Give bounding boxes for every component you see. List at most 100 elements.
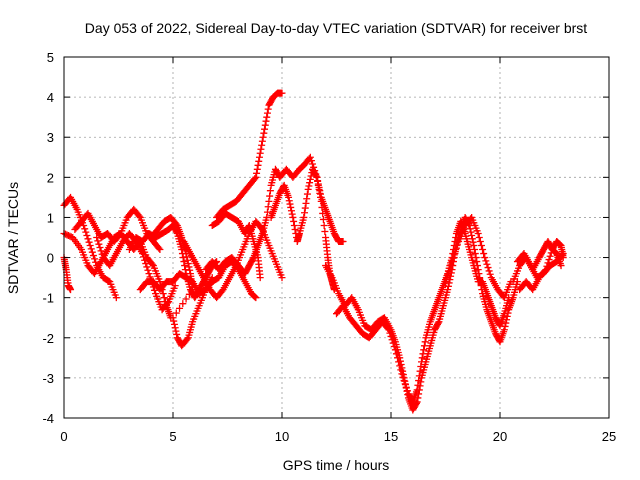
- data-point: [96, 244, 104, 252]
- data-point: [434, 319, 442, 327]
- data-point: [255, 153, 263, 161]
- data-point: [418, 358, 426, 366]
- data-point: [300, 213, 308, 221]
- data-point: [306, 179, 314, 187]
- data-point: [67, 286, 75, 294]
- data-point: [316, 189, 324, 197]
- data-point: [306, 153, 314, 161]
- data-point: [278, 274, 286, 282]
- y-tick-label: -4: [42, 411, 54, 426]
- data-point: [542, 266, 550, 274]
- data-point: [156, 278, 164, 286]
- data-point: [261, 125, 269, 133]
- y-tick-label: 3: [47, 130, 54, 145]
- data-point: [318, 203, 326, 211]
- data-point: [140, 253, 148, 261]
- data-point: [500, 326, 508, 334]
- data-point: [184, 260, 192, 268]
- data-point: [449, 254, 457, 262]
- data-point: [470, 242, 478, 250]
- data-point: [289, 213, 297, 221]
- data-point: [160, 294, 168, 302]
- data-point: [559, 254, 567, 262]
- data-point: [313, 173, 321, 181]
- data-point: [394, 354, 402, 362]
- data-point: [257, 145, 265, 153]
- x-axis-label: GPS time / hours: [283, 457, 390, 473]
- y-tick-label: 2: [47, 170, 54, 185]
- data-point: [169, 314, 177, 322]
- data-point: [251, 175, 259, 183]
- data-point: [314, 177, 322, 185]
- data-point: [253, 169, 261, 177]
- data-point: [485, 267, 493, 275]
- data-point: [452, 244, 460, 252]
- data-point: [291, 225, 299, 233]
- data-point: [266, 187, 274, 195]
- plot-border: [63, 56, 610, 419]
- data-point: [314, 181, 322, 189]
- data-point: [208, 274, 216, 282]
- data-point: [180, 258, 188, 266]
- data-point: [145, 270, 153, 278]
- series-prn-s: [516, 238, 567, 294]
- data-point: [245, 223, 253, 231]
- data-point: [476, 238, 484, 246]
- data-point: [339, 238, 347, 246]
- data-point: [400, 377, 408, 385]
- data-point: [264, 203, 272, 211]
- data-point: [320, 221, 328, 229]
- data-point: [258, 141, 266, 149]
- data-point: [477, 242, 485, 250]
- data-point: [287, 207, 295, 215]
- data-point: [181, 266, 189, 274]
- x-tick-label: 15: [384, 429, 398, 444]
- data-point: [402, 383, 410, 391]
- data-point: [253, 165, 261, 173]
- data-point: [82, 228, 90, 236]
- data-point: [170, 317, 178, 325]
- data-point: [164, 299, 172, 307]
- data-point: [266, 192, 274, 200]
- data-point: [452, 234, 460, 241]
- data-point: [143, 263, 151, 271]
- data-point: [466, 225, 474, 233]
- data-point: [252, 173, 260, 181]
- data-point: [112, 294, 120, 302]
- data-point: [301, 209, 309, 217]
- data-point: [397, 366, 405, 374]
- data-point: [395, 358, 403, 366]
- data-point: [321, 227, 329, 235]
- data-point: [159, 290, 167, 298]
- data-point: [256, 274, 264, 282]
- data-point: [288, 210, 296, 218]
- data-point: [390, 342, 398, 350]
- series-prn-k: [208, 209, 264, 282]
- data-point: [88, 248, 96, 256]
- data-point: [447, 261, 455, 269]
- y-tick-label: 1: [47, 210, 54, 225]
- data-point: [386, 329, 394, 337]
- x-tick-label: 5: [169, 429, 176, 444]
- data-point: [255, 157, 263, 165]
- data-point: [181, 262, 189, 270]
- data-point: [86, 242, 94, 250]
- data-point: [543, 262, 551, 270]
- data-point: [263, 109, 271, 117]
- data-point: [172, 309, 180, 317]
- data-point: [285, 197, 293, 205]
- data-point: [385, 326, 393, 334]
- data-point: [443, 274, 451, 282]
- data-point: [417, 363, 425, 371]
- series-prn-e: [93, 229, 179, 314]
- data-point: [150, 286, 158, 294]
- data-point: [262, 117, 270, 125]
- data-point: [89, 252, 97, 260]
- data-point: [185, 290, 193, 298]
- grid-lines: [64, 57, 609, 418]
- data-point: [290, 221, 298, 229]
- data-point: [317, 193, 325, 201]
- data-point: [546, 252, 554, 260]
- data-point: [473, 258, 481, 266]
- data-point: [302, 199, 310, 207]
